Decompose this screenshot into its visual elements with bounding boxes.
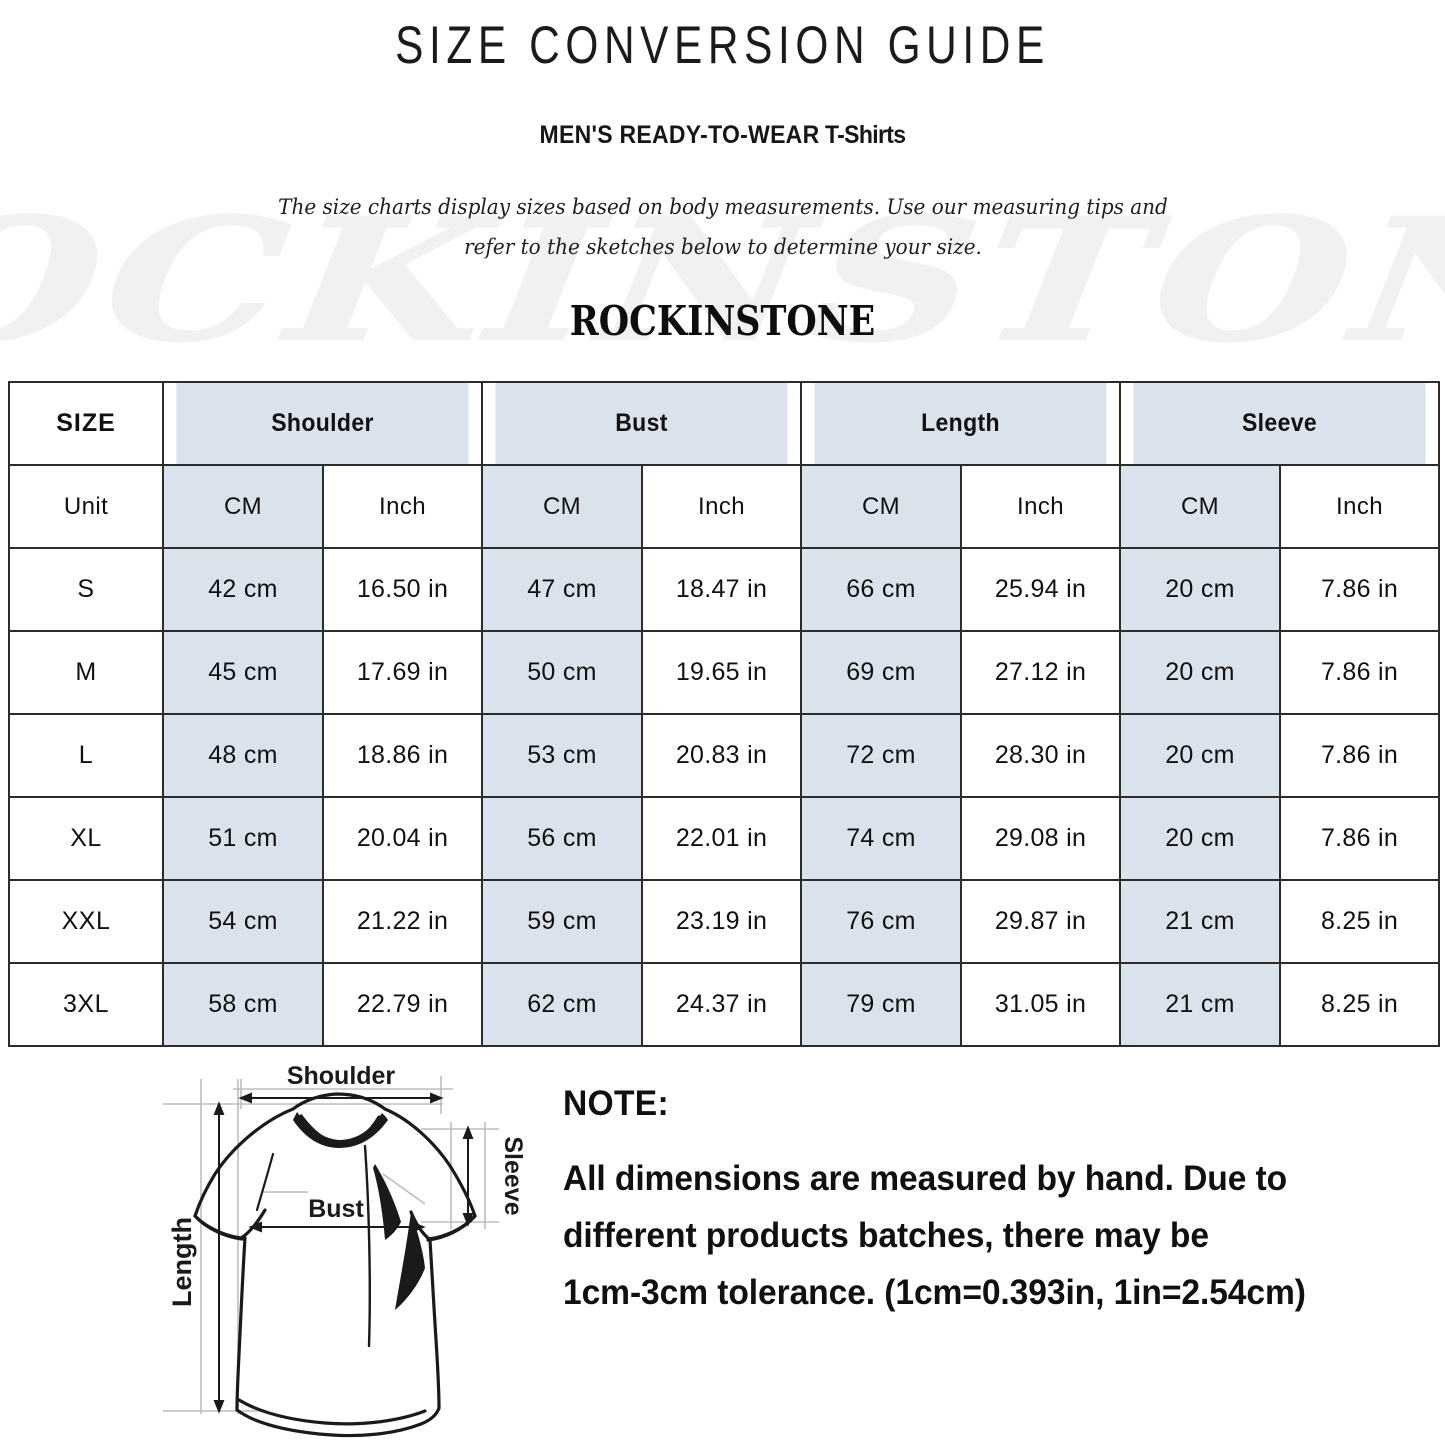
cell-bust-cm: 56 cm (481, 796, 644, 881)
cell-length-inch: 29.08 in (960, 796, 1122, 881)
subtitle-product: T-Shirts (824, 120, 906, 149)
table-row: XL 51 cm 20.04 in 56 cm 22.01 in 74 cm 2… (8, 796, 1441, 881)
cell-bust-inch: 22.01 in (641, 796, 803, 881)
cell-shoulder-cm: 58 cm (162, 962, 324, 1047)
brand-name: ROCKINSTONE (569, 297, 876, 346)
row-size-label: S (8, 547, 164, 632)
size-table: SIZE Shoulder Bust Length Sleeve Unit CM… (8, 381, 1441, 1047)
cell-bust-cm: 59 cm (481, 879, 644, 964)
cell-sleeve-inch: 8.25 in (1279, 962, 1441, 1047)
note-body: All dimensions are measured by hand. Due… (563, 1150, 1360, 1321)
cell-shoulder-cm: 51 cm (162, 796, 324, 881)
header-cell-bust: Bust (493, 381, 790, 466)
table-group-header-row: SIZE Shoulder Bust Length Sleeve (8, 381, 1439, 466)
header-cell-length: Length (812, 381, 1109, 466)
note-line-2: different products batches, there may be (563, 1216, 1209, 1256)
table-row: M 45 cm 17.69 in 50 cm 19.65 in 69 cm 27… (8, 630, 1441, 715)
cell-bust-inch: 20.83 in (641, 713, 803, 798)
row-size-label: XL (8, 796, 164, 881)
bottom-section: Shoulder Bust Sleeve Length NOTE: All di… (0, 1046, 1445, 1445)
header-cell-shoulder: Shoulder (174, 381, 471, 466)
cell-sleeve-cm: 20 cm (1119, 547, 1282, 632)
cell-length-inch: 29.87 in (960, 879, 1122, 964)
cell-length-cm: 69 cm (800, 630, 963, 715)
cell-shoulder-inch: 22.79 in (321, 962, 484, 1047)
cell-length-cm: 66 cm (800, 547, 963, 632)
page-header: SIZE CONVERSION GUIDE MEN'S READY-TO-WEA… (0, 0, 1445, 345)
note-line-3: 1cm-3cm tolerance. (1cm=0.393in, 1in=2.5… (563, 1273, 1306, 1313)
unit-cell-sleeve-cm: CM (1119, 464, 1282, 549)
cell-sleeve-inch: 7.86 in (1279, 547, 1441, 632)
sketch-label-sleeve: Sleeve (499, 1136, 527, 1215)
unit-cell-label: Unit (8, 464, 164, 549)
cell-bust-inch: 19.65 in (641, 630, 803, 715)
sketch-label-length: Length (167, 1217, 197, 1307)
cell-sleeve-cm: 20 cm (1119, 796, 1282, 881)
cell-sleeve-cm: 21 cm (1119, 962, 1282, 1047)
row-size-label: XXL (8, 879, 164, 964)
cell-length-cm: 74 cm (800, 796, 963, 881)
header-cell-sleeve: Sleeve (1131, 381, 1428, 466)
cell-length-inch: 28.30 in (960, 713, 1122, 798)
table-row: XXL 54 cm 21.22 in 59 cm 23.19 in 76 cm … (8, 879, 1441, 964)
cell-bust-inch: 18.47 in (641, 547, 803, 632)
header-cell-size: SIZE (8, 381, 164, 466)
cell-shoulder-inch: 18.86 in (321, 713, 484, 798)
cell-bust-inch: 23.19 in (641, 879, 803, 964)
sketch-label-bust: Bust (308, 1195, 364, 1223)
page-description: The size charts display sizes based on b… (277, 194, 1168, 260)
unit-cell-bust-inch: Inch (641, 464, 803, 549)
cell-length-cm: 76 cm (800, 879, 963, 964)
cell-length-inch: 27.12 in (960, 630, 1122, 715)
unit-cell-length-cm: CM (800, 464, 963, 549)
cell-sleeve-inch: 8.25 in (1279, 879, 1441, 964)
cell-sleeve-cm: 20 cm (1119, 713, 1282, 798)
table-row: 3XL 58 cm 22.79 in 62 cm 24.37 in 79 cm … (8, 962, 1441, 1047)
row-size-label: M (8, 630, 164, 715)
cell-bust-cm: 53 cm (481, 713, 644, 798)
tshirt-measurement-diagram: Shoulder Bust Sleeve Length (133, 1054, 553, 1445)
unit-cell-shoulder-cm: CM (162, 464, 324, 549)
cell-shoulder-cm: 45 cm (162, 630, 324, 715)
unit-cell-length-inch: Inch (960, 464, 1122, 549)
table-row: L 48 cm 18.86 in 53 cm 20.83 in 72 cm 28… (8, 713, 1441, 798)
row-size-label: 3XL (8, 962, 164, 1047)
size-table-container: SIZE Shoulder Bust Length Sleeve Unit CM… (8, 381, 1441, 1047)
cell-length-cm: 79 cm (800, 962, 963, 1047)
cell-shoulder-inch: 17.69 in (321, 630, 484, 715)
subtitle-category: MEN'S READY-TO-WEAR (539, 120, 820, 149)
cell-shoulder-inch: 21.22 in (321, 879, 484, 964)
cell-shoulder-inch: 16.50 in (321, 547, 484, 632)
page-subtitle: MEN'S READY-TO-WEAR T-Shirts (58, 121, 1387, 150)
cell-bust-inch: 24.37 in (641, 962, 803, 1047)
cell-bust-cm: 50 cm (481, 630, 644, 715)
cell-bust-cm: 62 cm (481, 962, 644, 1047)
row-size-label: L (8, 713, 164, 798)
cell-length-inch: 31.05 in (960, 962, 1122, 1047)
note-title: NOTE: (563, 1084, 669, 1123)
page-title: SIZE CONVERSION GUIDE (395, 16, 1050, 75)
cell-shoulder-cm: 54 cm (162, 879, 324, 964)
table-row: S 42 cm 16.50 in 47 cm 18.47 in 66 cm 25… (8, 547, 1441, 632)
cell-sleeve-inch: 7.86 in (1279, 796, 1441, 881)
note-line-1: All dimensions are measured by hand. Due… (563, 1159, 1288, 1198)
cell-shoulder-cm: 42 cm (162, 547, 324, 632)
sketch-label-shoulder: Shoulder (287, 1062, 396, 1090)
table-unit-row: Unit CM Inch CM Inch CM Inch CM Inch (8, 464, 1441, 549)
cell-length-inch: 25.94 in (960, 547, 1122, 632)
cell-bust-cm: 47 cm (481, 547, 644, 632)
unit-cell-sleeve-inch: Inch (1279, 464, 1441, 549)
unit-cell-shoulder-inch: Inch (321, 464, 484, 549)
cell-sleeve-inch: 7.86 in (1279, 630, 1441, 715)
cell-sleeve-inch: 7.86 in (1279, 713, 1441, 798)
cell-sleeve-cm: 20 cm (1119, 630, 1282, 715)
cell-sleeve-cm: 21 cm (1119, 879, 1282, 964)
note-block: NOTE: All dimensions are measured by han… (563, 1084, 1393, 1321)
cell-length-cm: 72 cm (800, 713, 963, 798)
cell-shoulder-cm: 48 cm (162, 713, 324, 798)
unit-cell-bust-cm: CM (481, 464, 644, 549)
cell-shoulder-inch: 20.04 in (321, 796, 484, 881)
